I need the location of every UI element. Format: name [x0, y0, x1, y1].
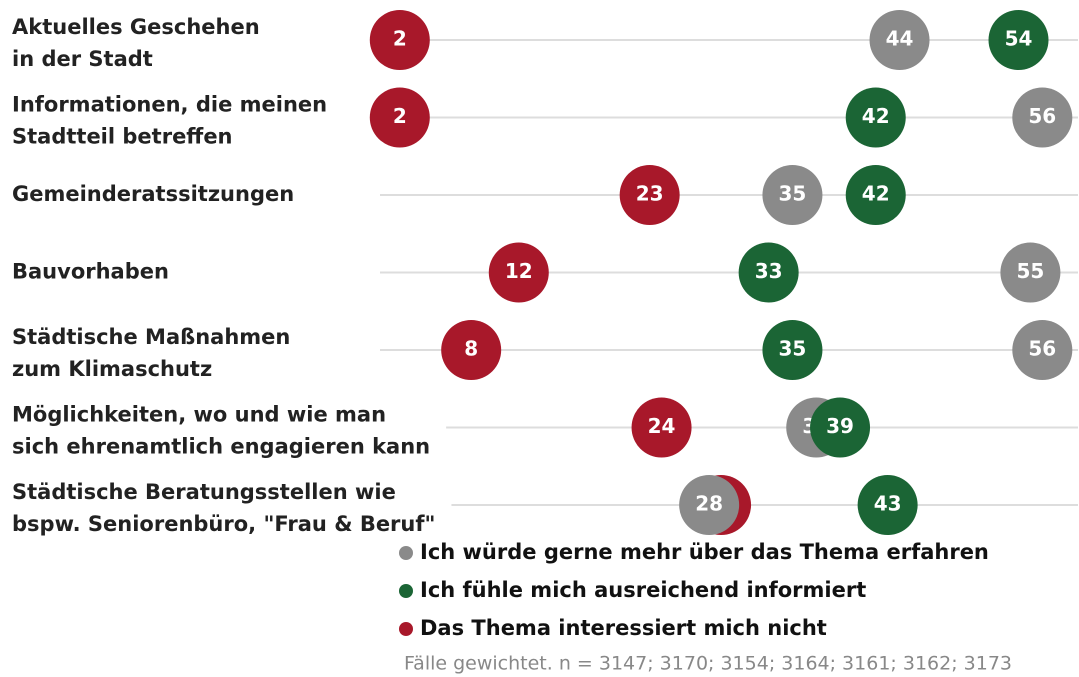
dot-group: 24 [631, 397, 692, 458]
dot [1000, 242, 1061, 303]
dot-group: 35 [762, 165, 823, 225]
dot [369, 87, 430, 148]
data-label: 55 [1016, 259, 1044, 283]
legend-swatch [399, 584, 413, 598]
dot-group: 44 [869, 10, 930, 70]
dot-group: 35 [762, 320, 823, 380]
dot [679, 475, 740, 535]
dot [845, 87, 906, 148]
dots: 222312824294456355556372854424233353943 [369, 10, 1073, 535]
data-label: 33 [755, 259, 783, 283]
dot-group: 54 [988, 10, 1049, 70]
dot-group: 56 [1012, 320, 1073, 380]
category-label: Möglichkeiten, wo und wie man sich ehrena… [12, 403, 430, 459]
data-label: 28 [695, 492, 723, 516]
dot [869, 10, 930, 70]
dot [441, 320, 502, 380]
legend-label: Ich würde gerne mehr über das Thema erfa… [420, 540, 989, 564]
category-label: Städtische Maßnahmen zum Klimaschutz [12, 325, 290, 381]
dot [488, 242, 549, 303]
data-label: 8 [464, 337, 478, 361]
category-label: Gemeinderatssitzungen [12, 182, 294, 206]
dot [857, 475, 918, 535]
data-label: 24 [648, 414, 676, 438]
dot [738, 242, 799, 303]
category-label: Bauvorhaben [12, 260, 169, 284]
dot [1012, 87, 1073, 148]
data-label: 12 [505, 259, 533, 283]
dot [810, 397, 871, 458]
dot-group: 43 [857, 475, 918, 535]
footnote: Fälle gewichtet. n = 3147; 3170; 3154; 3… [404, 653, 1012, 675]
dot [762, 165, 823, 225]
dot-group: 33 [738, 242, 799, 303]
dot-group: 2 [369, 10, 430, 70]
dot [845, 165, 906, 225]
data-label: 35 [779, 182, 807, 206]
data-label: 39 [826, 414, 854, 438]
data-label: 56 [1028, 104, 1056, 128]
data-label: 23 [636, 182, 664, 206]
data-label: 56 [1028, 337, 1056, 361]
legend-swatch [399, 622, 413, 636]
legend-swatch [399, 546, 413, 560]
legend-label: Ich fühle mich ausreichend informiert [420, 578, 866, 602]
data-label: 42 [862, 182, 890, 206]
dot-group: 23 [619, 165, 680, 225]
dot-group: 42 [845, 87, 906, 148]
category-label: Aktuelles Geschehen in der Stadt [12, 15, 260, 71]
dot [762, 320, 823, 380]
dot-group: 2 [369, 87, 430, 148]
dot [619, 165, 680, 225]
dot [988, 10, 1049, 70]
category-label: Informationen, die meinen Stadtteil betre… [12, 93, 327, 149]
data-label: 44 [886, 27, 914, 51]
dot-group: 55 [1000, 242, 1061, 303]
data-label: 2 [393, 104, 407, 128]
dot-group: 12 [488, 242, 549, 303]
category-label: Städtische Beratungsstellen wie bspw. Sen… [12, 480, 435, 536]
dot [631, 397, 692, 458]
data-label: 43 [874, 492, 902, 516]
data-label: 42 [862, 104, 890, 128]
data-label: 54 [1005, 27, 1033, 51]
dot [1012, 320, 1073, 380]
data-label: 35 [779, 337, 807, 361]
dot-group: 42 [845, 165, 906, 225]
grid [380, 39, 1078, 506]
dot [369, 10, 430, 70]
dot-group: 39 [810, 397, 871, 458]
dot-group: 56 [1012, 87, 1073, 148]
dot-group: 8 [441, 320, 502, 380]
data-label: 2 [393, 27, 407, 51]
dot-group: 28 [679, 475, 740, 535]
legend-label: Das Thema interessiert mich nicht [420, 616, 827, 640]
